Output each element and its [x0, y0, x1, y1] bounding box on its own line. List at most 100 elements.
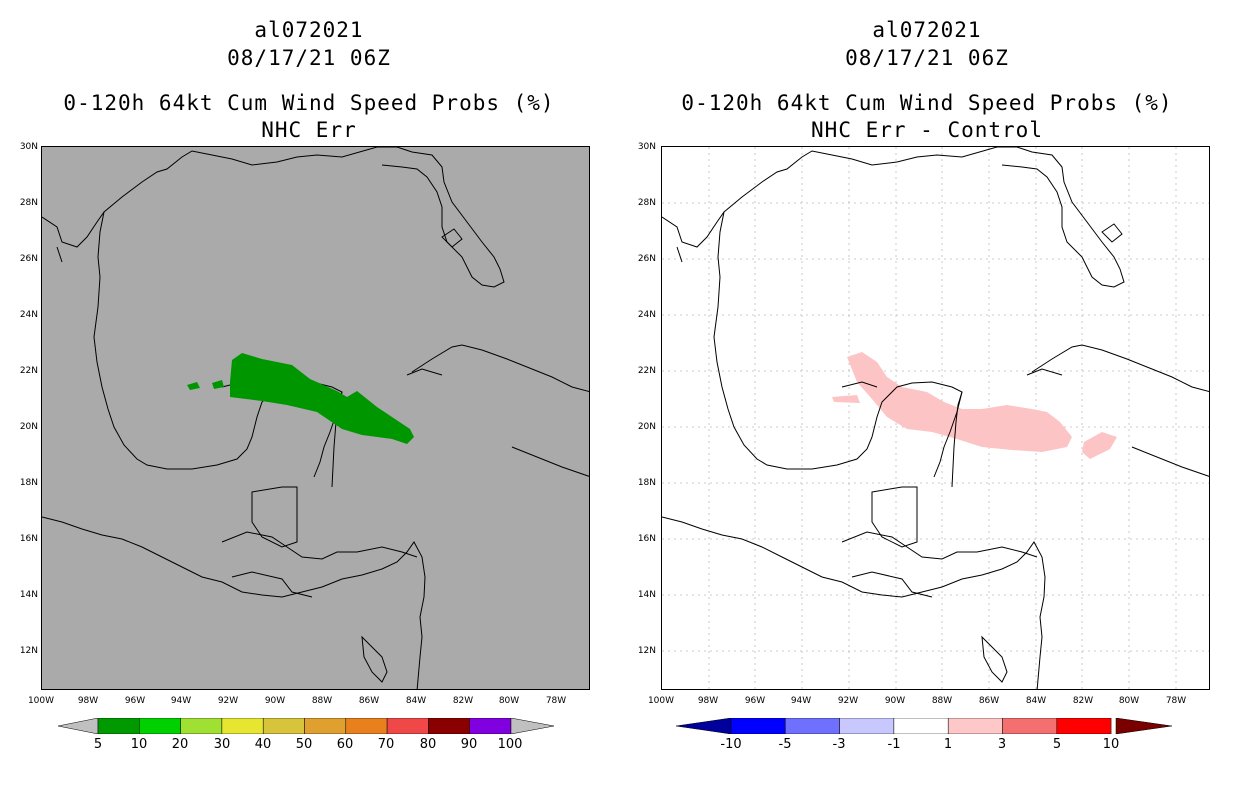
colorbar-label: 5: [1052, 737, 1062, 752]
lon-label: 84W: [1025, 696, 1047, 706]
subtitle: NHC Err - Control: [811, 118, 1043, 142]
lon-label: 98W: [77, 696, 99, 706]
lon-label: 100W: [27, 696, 55, 706]
coastlines: [662, 147, 1209, 689]
lon-label: 96W: [124, 696, 146, 706]
colorbar-swatch: [947, 718, 1003, 734]
probability-map: [41, 146, 590, 690]
colorbar-swatch: [304, 718, 347, 734]
colorbar-low-arrow: [58, 718, 99, 734]
colorbar-label: 10: [130, 737, 148, 752]
lon-label: 94W: [170, 696, 192, 706]
colorbar-swatch: [428, 718, 470, 734]
lon-label: 88W: [931, 696, 953, 706]
lat-label: 22N: [637, 366, 656, 376]
lon-label: 94W: [790, 696, 812, 706]
lat-label: 24N: [637, 310, 656, 320]
difference-colorbar: [676, 718, 1172, 734]
lat-label: 24N: [19, 310, 38, 320]
colorbar-label: 1: [943, 737, 953, 752]
difference-fragment: [1082, 432, 1117, 459]
lat-label: 28N: [637, 198, 656, 208]
lat-label: 12N: [19, 646, 38, 656]
lat-label: 26N: [637, 254, 656, 264]
lat-label: 14N: [19, 590, 38, 600]
colorbar-swatch: [386, 718, 429, 734]
lat-label: 18N: [19, 478, 38, 488]
colorbar-swatch: [180, 718, 223, 734]
colorbar-high-arrow: [510, 718, 554, 734]
lon-label: 80W: [498, 696, 520, 706]
colorbar-swatch: [221, 718, 264, 734]
lat-label: 14N: [637, 590, 656, 600]
lon-label: 82W: [1072, 696, 1094, 706]
lat-label: 16N: [637, 534, 656, 544]
lon-label: 88W: [311, 696, 333, 706]
colorbar-low-arrow: [676, 718, 732, 734]
colorbar-label: 40: [254, 737, 272, 752]
lon-label: 84W: [405, 696, 427, 706]
lon-label: 90W: [884, 696, 906, 706]
storm-id: al072021: [254, 18, 364, 42]
probability-colorbar: [58, 718, 554, 734]
coastlines: [42, 147, 589, 689]
difference-map: [661, 146, 1210, 690]
colorbar-swatch: [1056, 718, 1112, 734]
map-canvas: [42, 147, 589, 689]
right-panel: al072021 08/17/21 06Z 0-120h 64kt Cum Wi…: [618, 0, 1236, 800]
lat-label: 12N: [637, 646, 656, 656]
lat-label: 16N: [19, 534, 38, 544]
lat-label: 26N: [19, 254, 38, 264]
datetime: 08/17/21 06Z: [845, 46, 1009, 70]
colorbar-swatch: [97, 718, 140, 734]
lat-label: 28N: [19, 198, 38, 208]
colorbar-label: 80: [419, 737, 437, 752]
subtitle: NHC Err: [261, 118, 357, 142]
datetime: 08/17/21 06Z: [227, 46, 391, 70]
map-canvas: [662, 147, 1209, 689]
storm-id: al072021: [872, 18, 982, 42]
colorbar-label: 5: [93, 737, 103, 752]
colorbar-label: 60: [336, 737, 354, 752]
left-panel: al072021 08/17/21 06Z 0-120h 64kt Cum Wi…: [19, 18, 590, 752]
colorbar-label: 3: [997, 737, 1007, 752]
colorbar-label: 50: [295, 737, 313, 752]
colorbar-swatch: [893, 718, 949, 734]
lon-label: 98W: [697, 696, 719, 706]
colorbar-swatch: [139, 718, 181, 734]
lat-label: 30N: [637, 142, 656, 152]
colorbar-high-arrow: [1115, 718, 1172, 734]
colorbar-label: -3: [832, 737, 846, 752]
wind-probability-swath: [230, 353, 414, 444]
colorbar-label: 100: [497, 737, 523, 752]
lat-label: 18N: [637, 478, 656, 488]
wind-probability-fragment: [187, 382, 200, 390]
lon-label: 92W: [217, 696, 239, 706]
colorbar-label: -10: [720, 737, 742, 752]
lon-label: 78W: [1165, 696, 1187, 706]
colorbar-label: 10: [1102, 737, 1120, 752]
lon-label: 92W: [837, 696, 859, 706]
colorbar-swatch: [469, 718, 512, 734]
lat-label: 30N: [19, 142, 38, 152]
product-title: 0-120h 64kt Cum Wind Speed Probs (%): [681, 91, 1173, 115]
lon-label: 82W: [452, 696, 474, 706]
lon-label: 78W: [545, 696, 567, 706]
lon-label: 100W: [647, 696, 675, 706]
colorbar-swatch: [730, 718, 786, 734]
colorbar-swatch: [839, 718, 895, 734]
lon-label: 90W: [264, 696, 286, 706]
colorbar-label: 20: [171, 737, 189, 752]
wind-probability-fragment: [212, 380, 224, 389]
colorbar-label: -1: [887, 737, 901, 752]
colorbar-swatch: [785, 718, 840, 734]
lat-label: 20N: [637, 422, 656, 432]
colorbar-label: 90: [460, 737, 478, 752]
product-title: 0-120h 64kt Cum Wind Speed Probs (%): [63, 91, 555, 115]
lon-label: 86W: [978, 696, 1000, 706]
colorbar-label: 70: [377, 737, 395, 752]
colorbar-swatch: [1002, 718, 1058, 734]
difference-fragment: [832, 395, 860, 403]
lon-label: 96W: [744, 696, 766, 706]
difference-swath: [847, 352, 1072, 452]
